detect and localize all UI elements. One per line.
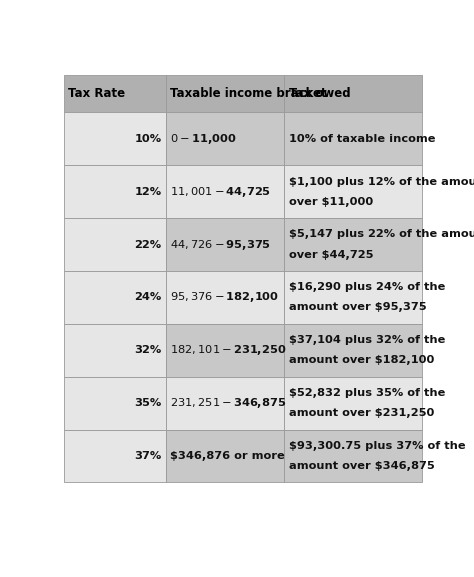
Bar	[284, 377, 422, 429]
Bar	[64, 271, 166, 324]
Bar	[284, 113, 422, 165]
Text: $11,001-$44,725: $11,001-$44,725	[170, 185, 271, 198]
Text: 12%: 12%	[134, 186, 162, 197]
Text: $182,101-$231,250: $182,101-$231,250	[170, 343, 287, 357]
Text: 10% of taxable income: 10% of taxable income	[289, 134, 435, 144]
Bar	[284, 271, 422, 324]
Text: $16,290 plus 24% of the: $16,290 plus 24% of the	[289, 282, 445, 293]
Text: $44,726-$95,375: $44,726-$95,375	[170, 238, 271, 252]
Text: amount over $346,875: amount over $346,875	[289, 461, 434, 471]
Text: $37,104 plus 32% of the: $37,104 plus 32% of the	[289, 335, 445, 345]
Text: Tax owed: Tax owed	[289, 87, 350, 100]
Text: amount over $182,100: amount over $182,100	[289, 355, 434, 365]
Text: over $11,000: over $11,000	[289, 197, 373, 207]
Bar	[166, 429, 284, 482]
Bar	[166, 377, 284, 429]
Bar	[166, 165, 284, 218]
Text: $5,147 plus 22% of the amount: $5,147 plus 22% of the amount	[289, 230, 474, 239]
Bar	[284, 218, 422, 271]
Bar	[166, 113, 284, 165]
Bar	[64, 218, 166, 271]
Text: 24%: 24%	[134, 293, 162, 302]
Bar	[64, 429, 166, 482]
Text: amount over $95,375: amount over $95,375	[289, 302, 426, 312]
Bar	[166, 324, 284, 377]
Text: $52,832 plus 35% of the: $52,832 plus 35% of the	[289, 388, 445, 398]
Text: Taxable income bracket: Taxable income bracket	[170, 87, 327, 100]
Bar	[284, 165, 422, 218]
Bar	[64, 113, 166, 165]
Text: 22%: 22%	[134, 239, 162, 249]
Text: over $44,725: over $44,725	[289, 250, 373, 260]
Text: Tax Rate: Tax Rate	[68, 87, 125, 100]
Bar	[284, 324, 422, 377]
Text: 35%: 35%	[134, 398, 162, 408]
Bar	[64, 377, 166, 429]
Text: $231,251-$346,875: $231,251-$346,875	[170, 396, 286, 410]
Bar	[64, 74, 166, 113]
Text: 10%: 10%	[134, 134, 162, 144]
Bar	[166, 271, 284, 324]
Text: $93,300.75 plus 37% of the: $93,300.75 plus 37% of the	[289, 441, 465, 451]
Text: 37%: 37%	[134, 451, 162, 461]
Bar	[284, 429, 422, 482]
Bar	[64, 324, 166, 377]
Text: 32%: 32%	[134, 345, 162, 355]
Text: amount over $231,250: amount over $231,250	[289, 408, 434, 418]
Text: $346,876 or more: $346,876 or more	[170, 451, 285, 461]
Text: $1,100 plus 12% of the amount: $1,100 plus 12% of the amount	[289, 177, 474, 186]
Text: $95,376-$182,100: $95,376-$182,100	[170, 290, 280, 305]
Text: $0-$11,000: $0-$11,000	[170, 132, 237, 146]
Bar	[166, 218, 284, 271]
Bar	[166, 74, 284, 113]
Bar	[284, 74, 422, 113]
Bar	[64, 165, 166, 218]
